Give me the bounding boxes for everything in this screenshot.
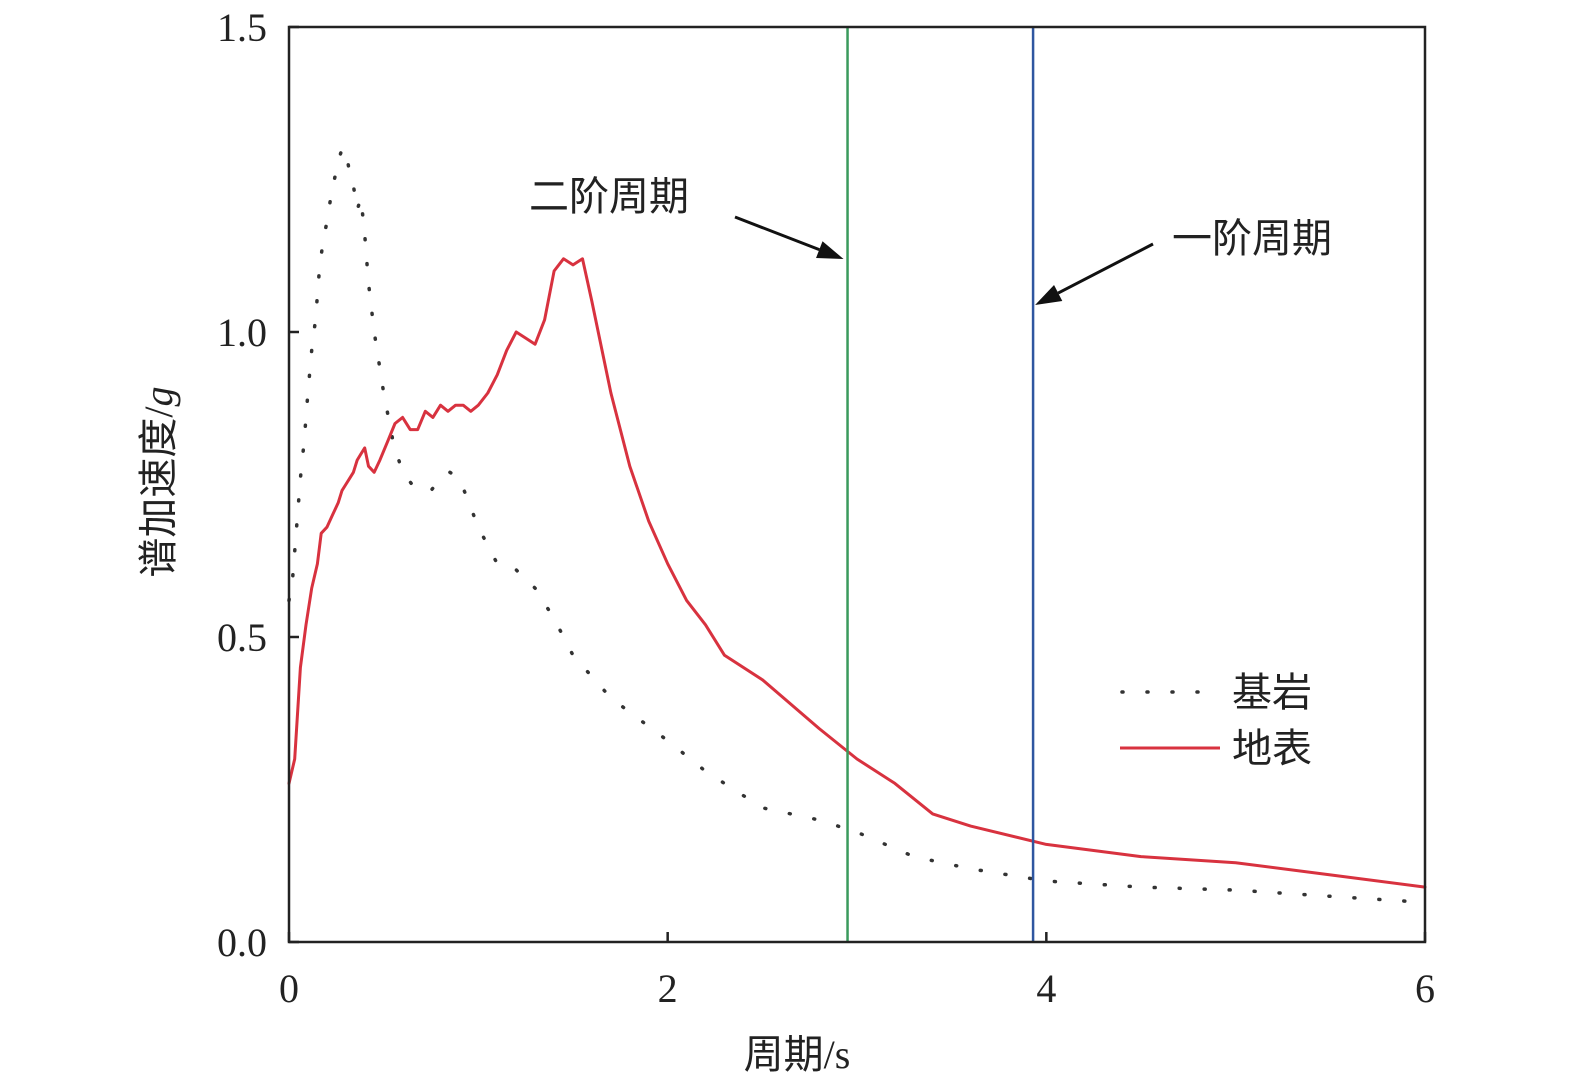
first-mode-arrowhead [1035, 285, 1063, 305]
y-axis-title-text: 谱加速度/ [136, 406, 181, 578]
y-axis-title: 谱加速度/g [136, 386, 181, 577]
x-tick-label: 4 [1036, 966, 1056, 1011]
second-mode-arrow [734, 215, 820, 252]
legend-label-surface: 地表 [1232, 726, 1312, 771]
x-axis-title: 周期/s [744, 1032, 851, 1077]
series-line-surface [287, 257, 1427, 889]
x-tick-label: 2 [658, 966, 678, 1011]
mode-period-lines [846, 27, 1035, 942]
x-tick-label: 6 [1415, 966, 1435, 1011]
y-tick-label: 1.5 [217, 5, 267, 50]
first-mode-period-label: 一阶周期 [1172, 216, 1332, 261]
second-mode-period-label: 二阶周期 [529, 174, 689, 219]
series-layer [287, 147, 1427, 905]
tick-layer: 0 2 4 6 0.0 0.5 1.0 1.5 [217, 5, 1435, 1011]
plot-frame [287, 25, 1427, 944]
series-line-bedrock [287, 147, 1427, 905]
first-mode-arrow [1057, 242, 1154, 295]
y-axis-unit: g [136, 386, 181, 406]
second-mode-arrowhead [816, 241, 844, 259]
y-tick-label: 1.0 [217, 310, 267, 355]
y-tick-label: 0.5 [217, 615, 267, 660]
y-tick-label: 0.0 [217, 920, 267, 965]
x-tick-label: 0 [279, 966, 299, 1011]
legend: 基岩 地表 [1120, 670, 1312, 771]
legend-label-bedrock: 基岩 [1232, 670, 1312, 715]
